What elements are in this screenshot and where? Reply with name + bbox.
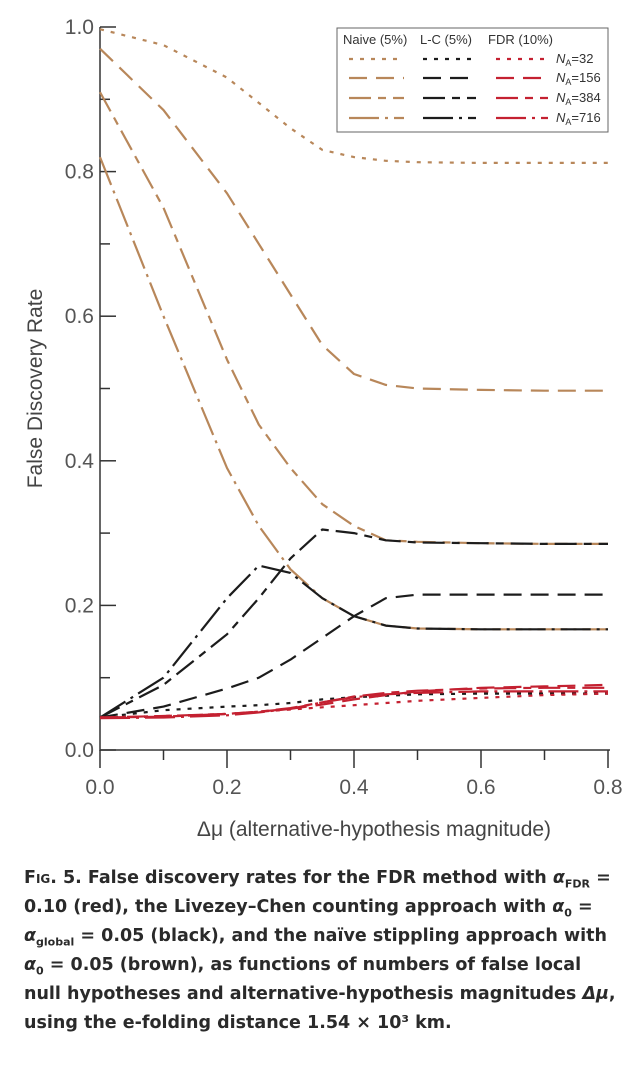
caption-text-1: False discovery rates for the FDR method… xyxy=(81,868,553,888)
caption-sub-fdr: FDR xyxy=(564,877,590,891)
caption-text-4: = 0.05 (black), and the naïve stippling … xyxy=(74,926,607,946)
axes: 0.0 0.2 0.4 0.6 0.8 1.0 0.0 0.2 0.4 0.6 0.8 Δμ (alt… xyxy=(24,16,623,841)
caption-sub-0: 0 xyxy=(564,906,572,920)
legend-box xyxy=(336,27,609,133)
caption-alpha-2: α xyxy=(552,897,565,917)
x-tick-label: 0.2 xyxy=(212,776,241,799)
caption-text-2: = 0.10 (red), the Livezey–Chen counting … xyxy=(24,868,611,917)
chart: 0.0 0.2 0.4 0.6 0.8 1.0 0.0 0.2 0.4 0.6 0.8 Δμ (alt… xyxy=(24,16,623,841)
series-line-lc-na156 xyxy=(99,593,608,719)
x-tick-label: 0.6 xyxy=(466,776,495,799)
y-tick-label: 0.2 xyxy=(65,594,94,617)
y-axis-title: False Discovery Rate xyxy=(24,289,47,489)
y-tick-label: 0.8 xyxy=(65,161,94,184)
figure-caption: Fig. 5. False discovery rates for the FD… xyxy=(24,864,624,1038)
series-line-naive-na716 xyxy=(98,156,608,631)
y-tick-label: 0.0 xyxy=(65,739,94,762)
caption-text-3: = xyxy=(571,897,593,917)
series-lines xyxy=(98,28,609,720)
caption-sub-global: global xyxy=(36,935,75,949)
legend: Naive (5%) L-C (5%) FDR (10%)NA=32 NA=156 NA… xyxy=(336,27,609,133)
caption-alpha-4: α xyxy=(24,955,37,975)
x-tick-label: 0.0 xyxy=(85,776,114,799)
series-line-fdr-na156 xyxy=(99,683,609,719)
legend-header: L-C (5%) xyxy=(420,32,472,47)
legend-na-label: NA=716 xyxy=(556,110,601,127)
y-tick-label: 1.0 xyxy=(65,16,94,39)
series-line-naive-na156 xyxy=(99,47,608,392)
caption-sub-0b: 0 xyxy=(36,964,44,978)
series-line-lc-na716 xyxy=(99,564,608,719)
caption-lead: Fig. 5. xyxy=(24,868,82,888)
legend-header: FDR (10%) xyxy=(488,32,553,47)
series-line-naive-na32 xyxy=(99,28,608,164)
series-line-lc-na384 xyxy=(99,528,608,719)
caption-alpha-3: α xyxy=(24,926,37,946)
x-tick-label: 0.4 xyxy=(339,776,369,799)
x-axis-title: Δμ (alternative-hypothesis magnitude) xyxy=(197,818,551,841)
caption-delta-mu: Δμ xyxy=(582,984,609,1004)
series-line-fdr-na716 xyxy=(99,690,608,720)
legend-na-label: NA=156 xyxy=(556,70,601,87)
legend-header: Naive (5%) xyxy=(343,32,407,47)
caption-alpha-1: α xyxy=(552,868,565,888)
series-line-naive-na384 xyxy=(99,91,608,546)
caption-text-6: , using the e-folding distance 1.54 × 10… xyxy=(24,984,616,1033)
legend-na-label: NA=32 xyxy=(556,51,593,68)
y-tick-label: 0.6 xyxy=(65,305,94,328)
y-tick-label: 0.4 xyxy=(65,450,95,473)
caption-text-5: = 0.05 (brown), as functions of numbers … xyxy=(24,955,583,1004)
legend-na-label: NA=384 xyxy=(556,90,601,107)
x-tick-label: 0.8 xyxy=(593,776,622,799)
